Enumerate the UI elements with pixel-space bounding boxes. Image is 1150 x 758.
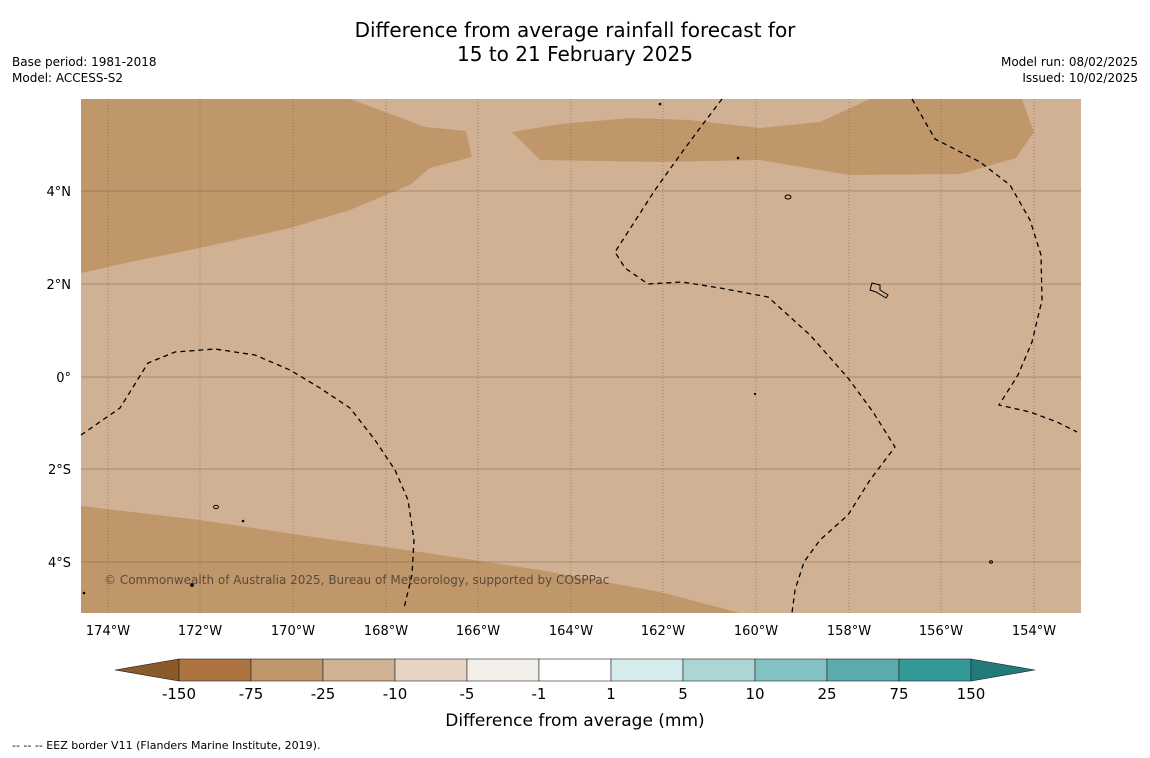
lon-label: 172°W <box>178 624 222 639</box>
eez-border-kiribati-line-west <box>614 98 896 614</box>
latitude-labels: 4°N 2°N 0° 2°S 4°S <box>47 185 72 571</box>
eez-border-kiribati-line-east <box>911 98 1078 433</box>
islands <box>82 102 993 595</box>
legend-extend-low <box>114 658 180 682</box>
dry-region-northwest <box>81 99 472 273</box>
island-dot-6 <box>82 591 86 595</box>
lon-label: 156°W <box>919 624 963 639</box>
base-period: Base period: 1981-2018 <box>12 55 157 69</box>
lat-label: 2°N <box>47 278 72 293</box>
legend-swatches <box>178 658 972 682</box>
legend-title: Difference from average (mm) <box>445 711 704 731</box>
island-atoll-west <box>213 504 219 510</box>
legend-tick-label: -25 <box>311 685 336 703</box>
legend-tick-labels: -150 -75 -25 -10 -5 -1 1 5 10 25 75 150 <box>162 685 985 703</box>
eez-border-tokelau <box>80 348 415 609</box>
model-run: Model run: 08/02/2025 <box>1000 55 1138 69</box>
island-dot-2 <box>736 156 740 160</box>
legend-tick-label: 5 <box>678 685 688 703</box>
island-kingman <box>784 194 792 200</box>
legend-tick-label: -75 <box>239 685 264 703</box>
legend-swatch <box>898 658 972 682</box>
legend-swatch <box>682 658 756 682</box>
lat-label: 0° <box>56 371 71 386</box>
issued-date: Issued: 10/02/2025 <box>1022 71 1138 85</box>
lat-label: 4°N <box>47 185 72 200</box>
title-line-1: Difference from average rainfall forecas… <box>354 18 796 42</box>
legend-tick-label: 1 <box>606 685 616 703</box>
meta-right: Model run: 08/02/2025 Issued: 10/02/2025 <box>1001 54 1138 86</box>
legend-swatch <box>250 658 324 682</box>
dry-region-northeast <box>512 99 1034 175</box>
title-line-2: 15 to 21 February 2025 <box>457 42 693 66</box>
lon-label: 166°W <box>456 624 500 639</box>
copyright-notice: © Commonwealth of Australia 2025, Bureau… <box>104 573 609 587</box>
legend-tick-label: 150 <box>957 685 986 703</box>
island-dot-4 <box>241 519 245 523</box>
legend-tick-label: 25 <box>817 685 836 703</box>
legend-swatch <box>322 658 396 682</box>
eez-borders <box>80 98 1078 614</box>
legend-tick-label: -1 <box>532 685 547 703</box>
legend-swatch <box>466 658 540 682</box>
lon-label: 162°W <box>641 624 685 639</box>
latitude-gridlines <box>81 190 1081 563</box>
island-dot-3 <box>753 392 757 396</box>
lat-label: 2°S <box>48 463 71 478</box>
lon-label: 170°W <box>271 624 315 639</box>
eez-footnote: -- -- -- EEZ border V11 (Flanders Marine… <box>12 739 321 752</box>
lon-label: 158°W <box>827 624 871 639</box>
island-dot-5 <box>190 583 194 587</box>
lat-label: 4°S <box>48 556 71 571</box>
island-kiritimati <box>869 282 889 299</box>
lon-label: 154°W <box>1012 624 1056 639</box>
model-name: Model: ACCESS-S2 <box>12 71 124 85</box>
legend-swatch <box>610 658 684 682</box>
legend-tick-label: -150 <box>162 685 196 703</box>
lon-label: 168°W <box>364 624 408 639</box>
dry-region-south <box>81 506 740 613</box>
map-panel: © Commonwealth of Australia 2025, Bureau… <box>80 98 1081 614</box>
legend-tick-label: -5 <box>460 685 475 703</box>
legend-swatch <box>826 658 900 682</box>
meta-left: Base period: 1981-2018 Model: ACCESS-S2 <box>12 54 157 86</box>
legend-extend-high <box>970 658 1036 682</box>
island-atoll-southeast <box>989 560 993 564</box>
map-title: Difference from average rainfall forecas… <box>0 18 1150 66</box>
lon-label: 160°W <box>734 624 778 639</box>
longitude-labels: 174°W 172°W 170°W 168°W 166°W 164°W 162°… <box>86 624 1056 639</box>
legend-swatch <box>754 658 828 682</box>
lon-label: 164°W <box>549 624 593 639</box>
legend-swatch <box>394 658 468 682</box>
legend-swatch <box>178 658 252 682</box>
island-dot-1 <box>658 102 662 106</box>
lon-label: 174°W <box>86 624 130 639</box>
color-legend: -150 -75 -25 -10 -5 -1 1 5 10 25 75 150 Difference … <box>114 658 1036 731</box>
legend-tick-label: -10 <box>383 685 408 703</box>
legend-swatch <box>538 658 612 682</box>
legend-tick-label: 10 <box>745 685 764 703</box>
legend-tick-label: 75 <box>889 685 908 703</box>
